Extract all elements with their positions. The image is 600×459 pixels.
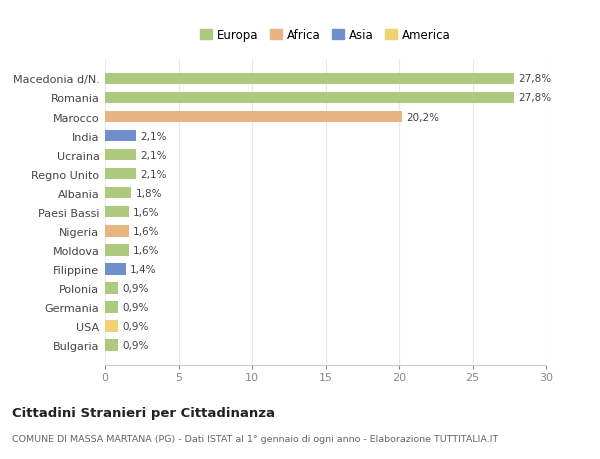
Bar [105, 321, 118, 332]
Text: 0,9%: 0,9% [122, 283, 149, 293]
Text: 0,9%: 0,9% [122, 340, 149, 350]
Text: 2,1%: 2,1% [140, 150, 167, 160]
Bar [105, 245, 128, 256]
Text: 1,8%: 1,8% [136, 188, 163, 198]
Text: 2,1%: 2,1% [140, 169, 167, 179]
Text: 27,8%: 27,8% [518, 74, 551, 84]
Bar [105, 340, 118, 351]
Bar [105, 150, 136, 161]
Bar [105, 188, 131, 199]
Bar [105, 263, 125, 275]
Text: 2,1%: 2,1% [140, 131, 167, 141]
Bar [105, 207, 128, 218]
Legend: Europa, Africa, Asia, America: Europa, Africa, Asia, America [200, 29, 451, 42]
Text: 0,9%: 0,9% [122, 321, 149, 331]
Text: 1,4%: 1,4% [130, 264, 157, 274]
Bar [105, 302, 118, 313]
Bar [105, 283, 118, 294]
Text: Cittadini Stranieri per Cittadinanza: Cittadini Stranieri per Cittadinanza [12, 406, 275, 419]
Text: 20,2%: 20,2% [406, 112, 439, 122]
Bar [105, 225, 128, 237]
Text: COMUNE DI MASSA MARTANA (PG) - Dati ISTAT al 1° gennaio di ogni anno - Elaborazi: COMUNE DI MASSA MARTANA (PG) - Dati ISTA… [12, 434, 498, 443]
Bar [105, 168, 136, 180]
Bar [105, 93, 514, 104]
Bar [105, 130, 136, 142]
Text: 0,9%: 0,9% [122, 302, 149, 312]
Bar [105, 73, 514, 85]
Text: 1,6%: 1,6% [133, 245, 160, 255]
Text: 1,6%: 1,6% [133, 226, 160, 236]
Text: 27,8%: 27,8% [518, 93, 551, 103]
Bar [105, 112, 402, 123]
Text: 1,6%: 1,6% [133, 207, 160, 217]
